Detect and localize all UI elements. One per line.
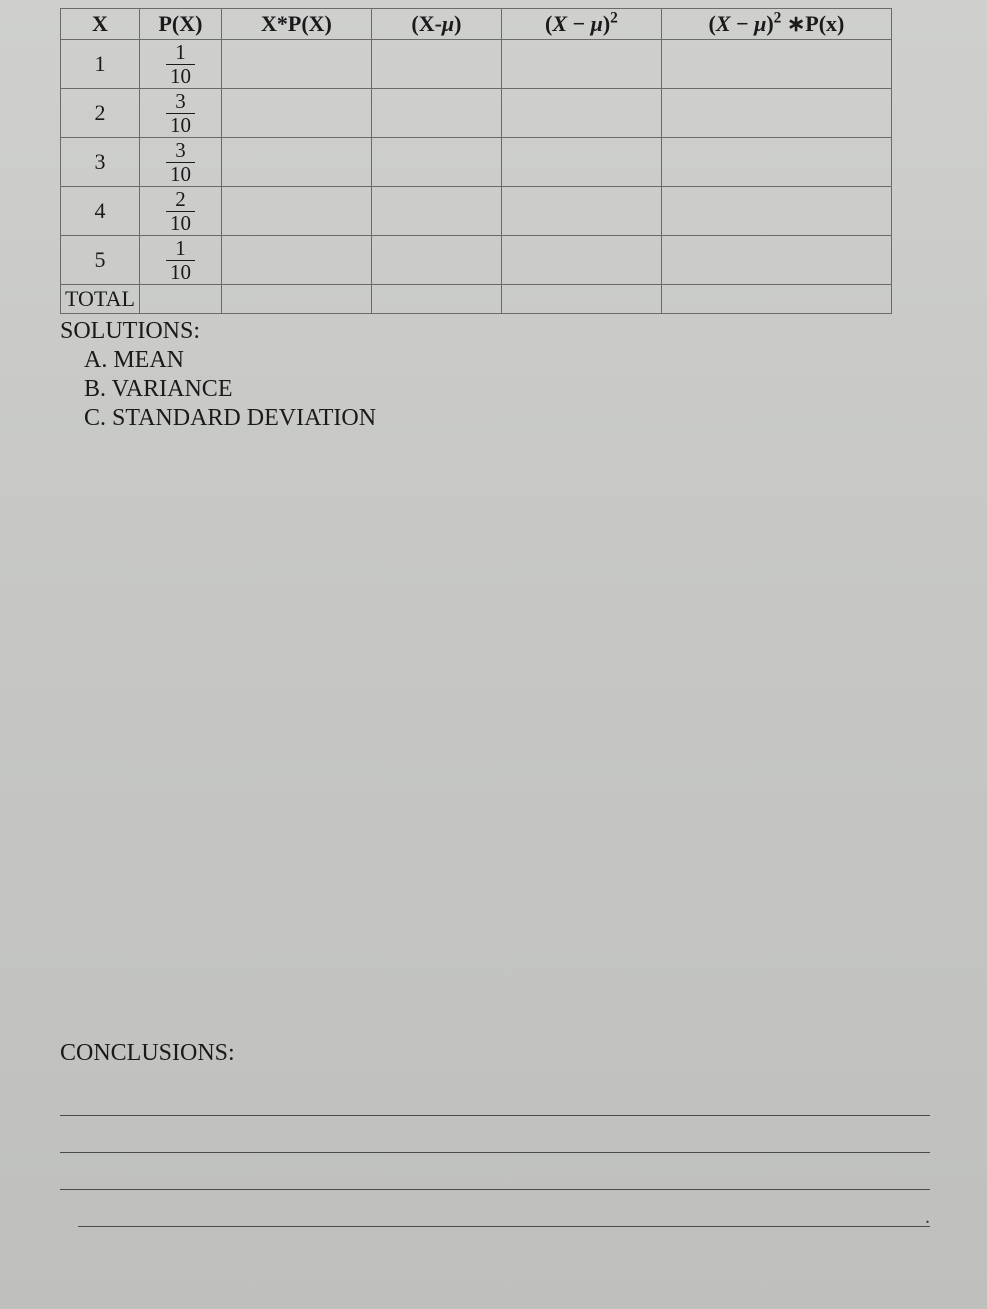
table-cell [501, 236, 661, 285]
table-row: 3310 [61, 138, 892, 187]
table-cell: 310 [139, 138, 221, 187]
table-row: 5110 [61, 236, 892, 285]
col-header-px: P(X) [139, 9, 221, 40]
table-cell [661, 187, 891, 236]
total-label-cell: TOTAL [61, 285, 140, 314]
solutions-header: SOLUTIONS: [60, 318, 987, 345]
table-body: 11102310331042105110TOTAL [61, 40, 892, 314]
col-header-xmu2: (X − μ)2 [501, 9, 661, 40]
table-cell: 4 [61, 187, 140, 236]
table-cell [221, 236, 371, 285]
table-cell [221, 285, 371, 314]
conclusion-line [60, 1118, 930, 1153]
table-cell [371, 40, 501, 89]
table-cell [501, 187, 661, 236]
col-header-xpx: X*P(X) [221, 9, 371, 40]
table-cell: 310 [139, 89, 221, 138]
table-cell [661, 285, 891, 314]
table-cell [661, 40, 891, 89]
table-row: 1110 [61, 40, 892, 89]
table-total-row: TOTAL [61, 285, 892, 314]
table-cell [661, 138, 891, 187]
probability-table: X P(X) X*P(X) (X-μ) (X − μ)2 (X − μ)2 ∗P… [60, 8, 892, 314]
col-header-xmu: (X-μ) [371, 9, 501, 40]
table-cell [501, 40, 661, 89]
table-cell: 1 [61, 40, 140, 89]
table-row: 2310 [61, 89, 892, 138]
conclusion-line: . [78, 1192, 930, 1227]
table-cell [501, 138, 661, 187]
table-cell [139, 285, 221, 314]
conclusion-line [60, 1155, 930, 1190]
table-cell [371, 89, 501, 138]
table-cell: 110 [139, 236, 221, 285]
table-cell [221, 40, 371, 89]
conclusions-header: CONCLUSIONS: [60, 1040, 930, 1067]
table-cell: 3 [61, 138, 140, 187]
solutions-item: A. MEAN [84, 347, 987, 374]
solutions-item: B. VARIANCE [84, 376, 987, 403]
col-header-xmu2p: (X − μ)2 ∗P(x) [661, 9, 891, 40]
table-header-row: X P(X) X*P(X) (X-μ) (X − μ)2 (X − μ)2 ∗P… [61, 9, 892, 40]
table-cell [371, 187, 501, 236]
conclusions-lines: . [60, 1081, 930, 1227]
table-cell [371, 236, 501, 285]
table-row: 4210 [61, 187, 892, 236]
table-cell [221, 89, 371, 138]
solutions-section: SOLUTIONS: A. MEAN B. VARIANCE C. STANDA… [60, 318, 987, 432]
table-cell: 5 [61, 236, 140, 285]
table-cell [501, 89, 661, 138]
table-cell [371, 285, 501, 314]
table-cell: 2 [61, 89, 140, 138]
table-cell [661, 236, 891, 285]
table-cell [661, 89, 891, 138]
table-cell: 210 [139, 187, 221, 236]
table-cell [221, 138, 371, 187]
table-cell [221, 187, 371, 236]
conclusion-line [60, 1081, 930, 1116]
table-cell: 110 [139, 40, 221, 89]
table-cell [501, 285, 661, 314]
col-header-x: X [61, 9, 140, 40]
worksheet-page: X P(X) X*P(X) (X-μ) (X − μ)2 (X − μ)2 ∗P… [0, 0, 987, 1309]
table-cell [371, 138, 501, 187]
conclusions-section: CONCLUSIONS: . [60, 1040, 930, 1229]
solutions-item: C. STANDARD DEVIATION [84, 405, 987, 432]
